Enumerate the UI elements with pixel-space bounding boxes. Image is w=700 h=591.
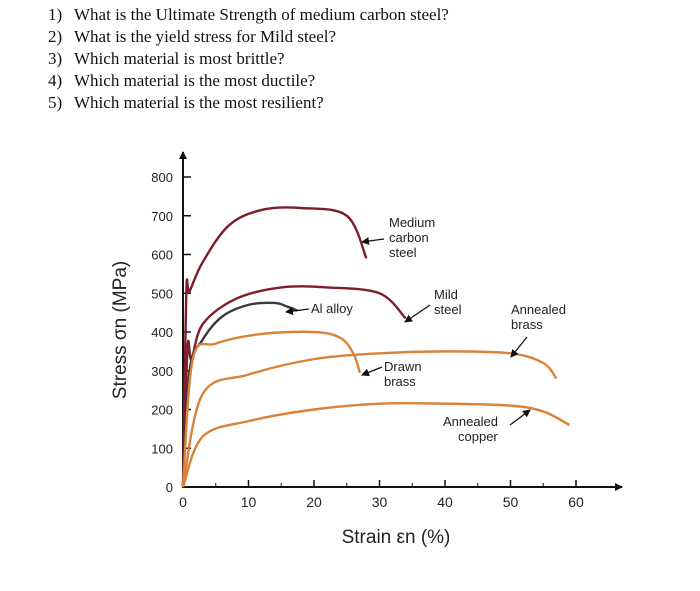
- question-text: Which material is the most ductile?: [74, 71, 316, 90]
- question-item: 1) What is the Ultimate Strength of mediu…: [10, 4, 449, 26]
- annotation-label: carbon: [389, 230, 429, 245]
- y-axis-label: Stress σn (MPa): [110, 261, 131, 399]
- x-tick-label: 40: [437, 494, 453, 510]
- series-al-alloy: [181, 301, 299, 488]
- question-number: 4): [48, 71, 63, 90]
- annotation-label: brass: [511, 317, 543, 332]
- annotation-label: brass: [384, 374, 416, 389]
- question-number: 3): [48, 49, 63, 68]
- series-drawn-brass: [181, 330, 361, 488]
- series-annealed-brass: [181, 350, 558, 488]
- annotation-label: steel: [389, 245, 417, 260]
- x-tick-label: 20: [306, 494, 322, 510]
- annotation-label: Drawn: [384, 359, 422, 374]
- series-annealed-copper: [181, 401, 571, 488]
- annotation-label: Annealed: [511, 302, 566, 317]
- series-medium-carbon-steel: [181, 206, 368, 488]
- question-text: Which material is the most resilient?: [74, 93, 324, 112]
- y-tick-label: 500: [151, 286, 173, 301]
- x-axis-label: Strain εn (%): [342, 527, 451, 548]
- y-tick-label: 200: [151, 403, 173, 418]
- x-tick-label: 50: [503, 494, 519, 510]
- y-tick-label: 800: [151, 170, 173, 185]
- x-tick-label: 60: [568, 494, 584, 510]
- question-item: 3) Which material is most brittle?: [10, 48, 449, 70]
- annotation-label: Medium: [389, 215, 435, 230]
- series-mild-steel: [181, 285, 407, 488]
- question-item: 4) Which material is the most ductile?: [10, 70, 449, 92]
- question-item: 5) Which material is the most resilient?: [10, 92, 449, 114]
- annotation-arrow: [361, 366, 383, 377]
- annotation-label: Annealed: [443, 414, 498, 429]
- x-tick-label: 10: [241, 494, 257, 510]
- annotation-arrow: [361, 237, 385, 246]
- axes: 0 100 200 300 400 500 600 700 800 0 10 20 30 40 50 60 St…: [110, 151, 623, 548]
- question-text: What is the yield stress for Mild steel?: [74, 27, 337, 46]
- question-number: 2): [48, 27, 63, 46]
- question-number: 5): [48, 93, 63, 112]
- y-tick-label: 300: [151, 364, 173, 379]
- x-tick-label: 30: [372, 494, 388, 510]
- y-tick-label: 600: [151, 248, 173, 263]
- annotation-label: copper: [458, 429, 498, 444]
- annotation-label: Mild: [434, 287, 458, 302]
- y-tick-label: 100: [151, 441, 173, 456]
- y-tick-label: 0: [166, 480, 173, 495]
- annotation-label: Al alloy: [311, 301, 353, 316]
- question-number: 1): [48, 5, 63, 24]
- annotation-arrow: [285, 307, 310, 316]
- question-list: 1) What is the Ultimate Strength of mediu…: [10, 4, 449, 114]
- question-text: What is the Ultimate Strength of medium …: [74, 5, 449, 24]
- annotation-arrow: [510, 336, 528, 358]
- series-lines: [181, 206, 571, 488]
- annotation-arrow: [404, 304, 431, 323]
- annotation-label: steel: [434, 302, 462, 317]
- y-tick-label: 400: [151, 325, 173, 340]
- x-tick-label: 0: [179, 494, 187, 510]
- question-item: 2) What is the yield stress for Mild stee…: [10, 26, 449, 48]
- question-text: Which material is most brittle?: [74, 49, 285, 68]
- annotation-arrow: [509, 409, 531, 426]
- y-tick-label: 700: [151, 209, 173, 224]
